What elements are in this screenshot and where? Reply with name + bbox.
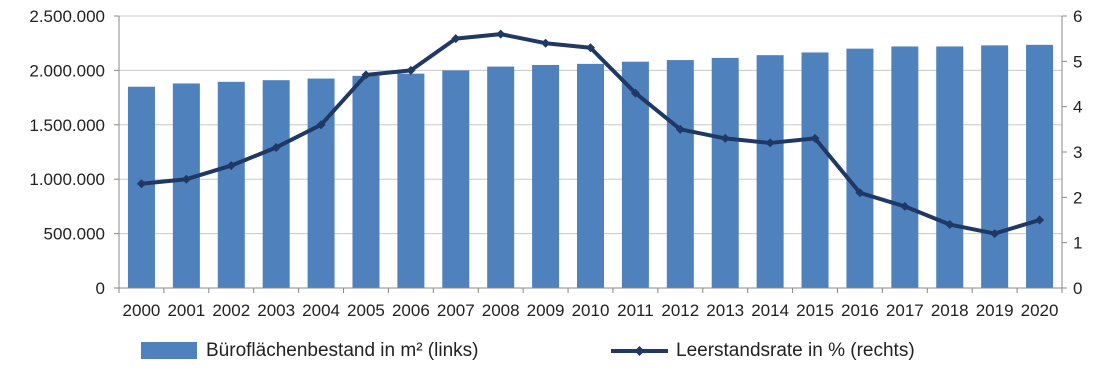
line-series — [136, 29, 1045, 239]
bar — [666, 60, 694, 289]
bar — [352, 75, 380, 288]
line-point — [181, 174, 191, 184]
line-point — [541, 38, 551, 48]
bar — [756, 55, 784, 288]
line-point — [990, 229, 1000, 239]
legend-label-line: Leerstandsrate in % (rechts) — [676, 340, 915, 361]
line-point — [316, 120, 326, 130]
y-left-tick-label: 0 — [96, 279, 105, 298]
line-point — [675, 124, 685, 134]
y-right-tick-label: 5 — [1073, 52, 1082, 71]
line-point — [765, 138, 775, 148]
line-point — [810, 133, 820, 143]
line-point — [945, 220, 955, 230]
y-left-tick-label: 2.500.000 — [29, 7, 105, 26]
y-right-tick-label: 6 — [1073, 7, 1082, 26]
legend-swatch-marker — [634, 346, 645, 356]
line-point — [406, 65, 416, 75]
y-right-tick-label: 2 — [1073, 188, 1082, 207]
bar — [891, 46, 919, 288]
x-tick-label: 2005 — [347, 301, 385, 320]
x-tick-label: 2007 — [437, 301, 475, 320]
x-tick-label: 2001 — [167, 301, 205, 320]
bar — [801, 52, 829, 289]
x-tick-label: 2018 — [931, 301, 969, 320]
x-tick-label: 2019 — [976, 301, 1014, 320]
line-point — [855, 188, 865, 198]
line-point — [586, 43, 595, 53]
line-point — [226, 161, 236, 171]
y-right-tick-label: 0 — [1073, 279, 1082, 298]
x-tick-label: 2000 — [123, 301, 161, 320]
y-left-tick-label: 500.000 — [44, 225, 105, 244]
bar — [442, 70, 470, 289]
y-left-tick-label: 1.500.000 — [29, 116, 105, 135]
legend-swatch-bar — [141, 342, 197, 359]
y-left-tick-label: 1.000.000 — [29, 170, 105, 189]
bar — [577, 63, 604, 288]
line-point — [1035, 215, 1045, 225]
x-tick-label: 2011 — [617, 301, 654, 320]
bar — [981, 45, 1009, 288]
y-right-tick-label: 4 — [1073, 98, 1082, 117]
x-tick-label: 2012 — [661, 301, 699, 320]
bar — [936, 46, 964, 288]
x-tick-label: 2014 — [751, 301, 789, 320]
bar — [711, 57, 739, 288]
x-tick-label: 2016 — [841, 301, 879, 320]
x-tick-label: 2020 — [1021, 301, 1059, 320]
bar — [217, 81, 245, 288]
x-tick-label: 2015 — [796, 301, 834, 320]
x-tick-label: 2017 — [886, 301, 924, 320]
legend-label-bar: Büroflächenbestand in m² (links) — [206, 340, 478, 361]
bar — [532, 64, 560, 289]
bar — [262, 80, 290, 288]
x-tick-label: 2013 — [706, 301, 744, 320]
line-point — [720, 133, 730, 143]
tick-labels: 0 500.000 1.000.000 1.500.000 2.000.000 2.500… — [29, 7, 1082, 320]
y-right-tick-label: 1 — [1073, 234, 1082, 253]
line-point — [900, 201, 910, 211]
x-tick-label: 2003 — [257, 301, 295, 320]
bar — [172, 83, 200, 289]
axes — [114, 15, 1067, 293]
y-right-tick-label: 3 — [1073, 143, 1082, 162]
bar — [397, 73, 425, 288]
bar — [307, 78, 335, 288]
y-left-tick-label: 2.000.000 — [29, 61, 105, 80]
line-point — [361, 70, 371, 80]
line-point — [630, 88, 640, 98]
line-point — [271, 142, 281, 152]
line-point — [496, 29, 506, 39]
bar-series — [127, 44, 1054, 289]
x-tick-label: 2006 — [392, 301, 430, 320]
legend: Büroflächenbestand in m² (links) Leersta… — [141, 340, 915, 361]
x-tick-label: 2008 — [482, 301, 520, 320]
x-tick-label: 2009 — [527, 301, 565, 320]
bar — [1026, 44, 1054, 288]
line-point — [451, 34, 461, 44]
x-tick-label: 2002 — [212, 301, 250, 320]
bar — [846, 48, 874, 288]
bar — [487, 66, 515, 288]
x-tick-label: 2010 — [572, 301, 610, 320]
line-point — [136, 179, 146, 189]
x-tick-label: 2004 — [302, 301, 340, 320]
